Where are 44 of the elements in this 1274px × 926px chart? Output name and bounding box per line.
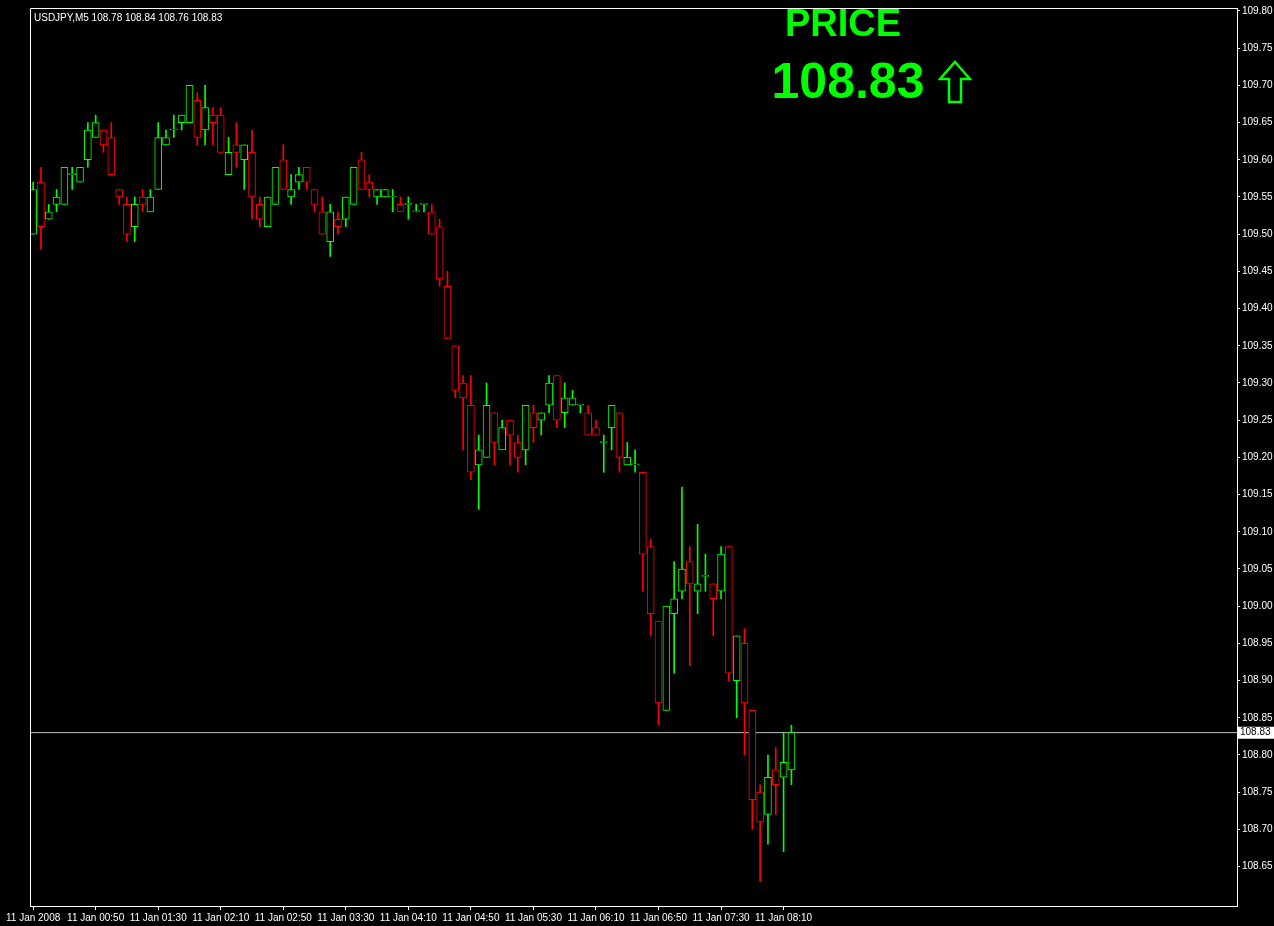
y-tick-label: 109.60 [1242,153,1274,165]
y-tick-label: 109.25 [1242,413,1274,425]
y-tick-label: 108.90 [1242,674,1274,686]
candlestick [412,204,421,213]
x-tick-label: 11 Jan 07:30 [692,911,751,923]
candlestick [287,174,295,205]
y-tick-label: 109.35 [1242,339,1274,351]
x-tick-label: 11 Jan 06:10 [567,911,625,923]
y-tick-label: 108.70 [1242,823,1274,835]
y-tick-label: 108.65 [1242,860,1274,872]
y-tick-label: 109.30 [1242,376,1274,388]
y-tick-label: 109.65 [1242,116,1274,128]
x-tick-label: 11 Jan 04:10 [379,911,438,923]
y-tick-label: 109.70 [1242,79,1274,91]
x-tick-label: 11 Jan 2008 [5,911,61,923]
y-tick-label: 109.45 [1242,265,1274,277]
y-tick-label: 109.40 [1242,302,1274,314]
y-tick-label: 109.15 [1242,488,1274,500]
y-tick-label: 108.95 [1242,637,1274,649]
ref-line-label: 108.83 [1240,726,1272,738]
x-tick-label: 11 Jan 06:50 [629,911,688,923]
y-tick-label: 109.05 [1242,562,1274,574]
y-tick-label: 109.55 [1242,190,1274,202]
annotation: 108.83 [771,52,925,109]
x-tick-label: 11 Jan 01:30 [129,911,188,923]
x-tick-label: 11 Jan 03:30 [317,911,375,923]
x-tick-label: 11 Jan 05:30 [504,911,563,923]
x-tick-label: 11 Jan 04:50 [442,911,500,923]
y-tick-label: 108.80 [1242,748,1274,760]
chart-title: USDJPY,M5 108.78 108.84 108.76 108.83 [34,11,223,23]
annotation: PRICE [784,2,902,45]
y-tick-label: 109.20 [1242,451,1274,463]
candlestick [170,114,178,138]
y-tick-label: 109.80 [1242,4,1274,16]
y-tick-label: 108.75 [1242,785,1274,797]
x-tick-label: 11 Jan 00:50 [67,911,125,923]
x-tick-label: 11 Jan 08:10 [755,911,813,923]
y-tick-label: 109.00 [1242,599,1274,611]
x-tick-label: 11 Jan 02:50 [254,911,313,923]
y-tick-label: 109.75 [1242,41,1274,53]
y-tick-label: 109.50 [1242,227,1274,239]
x-tick-label: 11 Jan 02:10 [192,911,250,923]
y-tick-label: 108.85 [1242,711,1274,723]
y-tick-label: 109.10 [1242,525,1274,537]
